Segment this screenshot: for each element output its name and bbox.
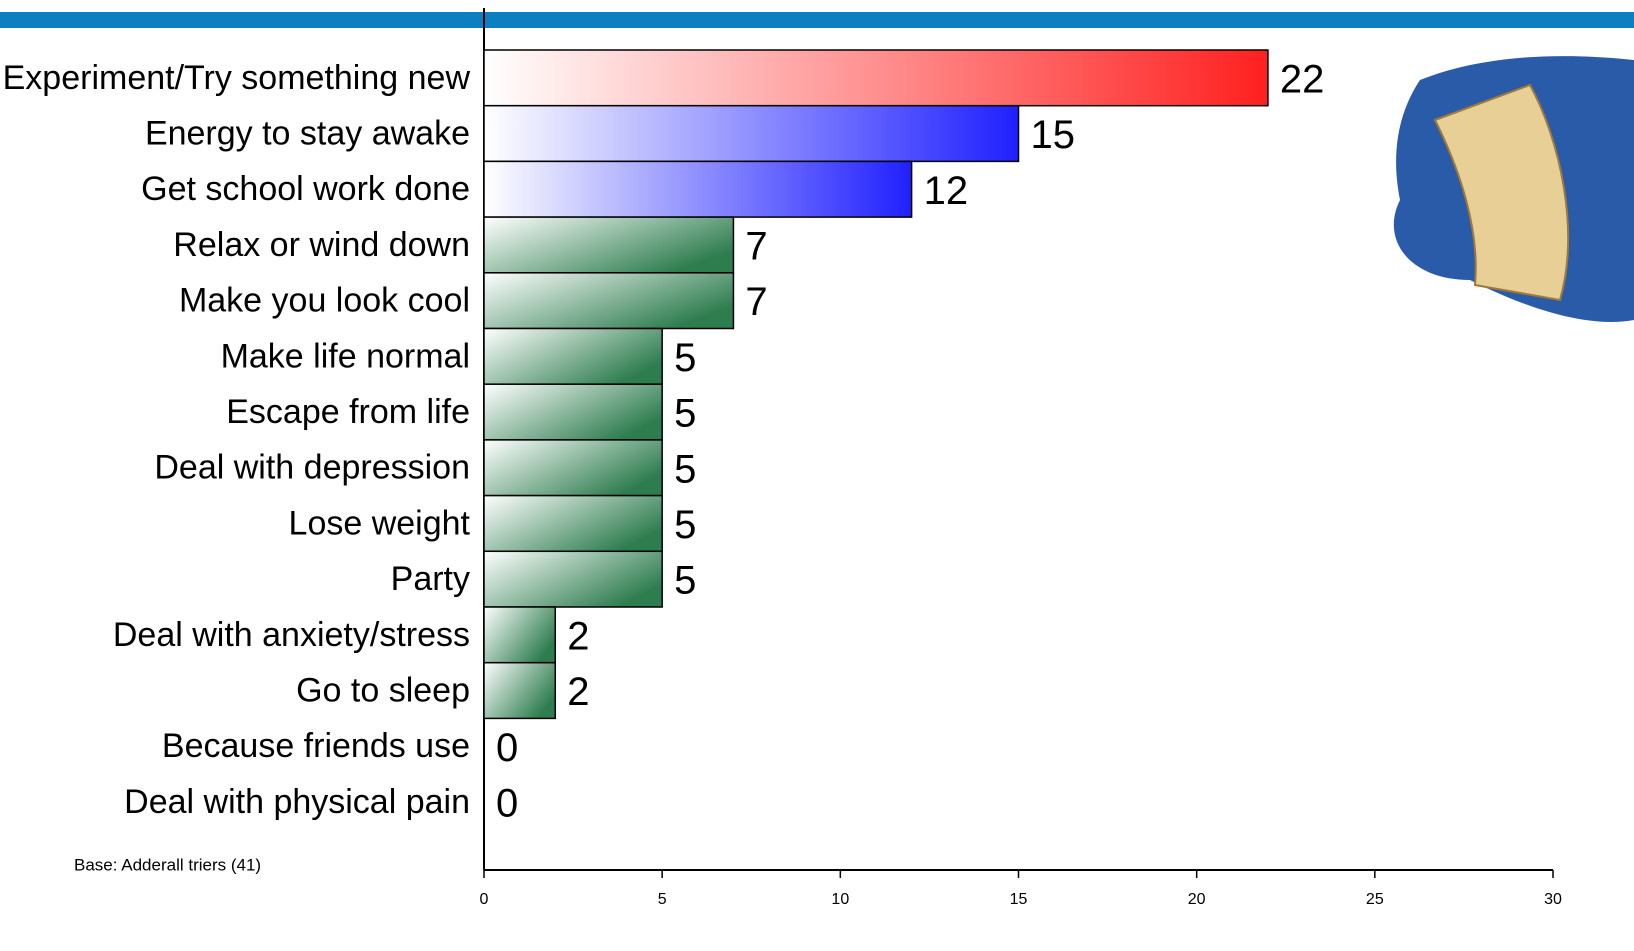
category-label: Escape from life xyxy=(226,393,470,431)
value-label: 12 xyxy=(924,169,969,213)
bar xyxy=(483,327,663,385)
value-label: 0 xyxy=(496,726,518,770)
bar xyxy=(483,661,557,720)
bar xyxy=(483,104,1020,163)
value-label: 22 xyxy=(1280,57,1325,101)
value-label: 2 xyxy=(567,670,589,714)
x-tick-label: 5 xyxy=(658,891,667,908)
category-label: Deal with depression xyxy=(154,449,470,487)
x-tick-label: 10 xyxy=(831,891,849,908)
category-label: Because friends use xyxy=(162,727,470,765)
x-tick-label: 30 xyxy=(1544,891,1562,908)
bar xyxy=(483,439,663,497)
bar xyxy=(483,216,735,274)
category-label: Deal with physical pain xyxy=(124,783,470,821)
value-label: 7 xyxy=(745,280,767,324)
value-label: 5 xyxy=(674,392,696,436)
x-tick-label: 15 xyxy=(1010,891,1028,908)
value-label: 5 xyxy=(674,559,696,603)
category-label: Make life normal xyxy=(221,337,470,375)
category-label: Get school work done xyxy=(141,170,470,208)
category-label: Experiment/Try something new xyxy=(3,59,471,97)
base-note: Base: Adderall triers (41) xyxy=(74,855,261,874)
category-label: Make you look cool xyxy=(179,282,470,320)
bar xyxy=(483,494,663,553)
report-card-image xyxy=(1393,56,1634,322)
bar xyxy=(483,160,913,218)
value-label: 5 xyxy=(674,336,696,380)
category-label: Party xyxy=(391,560,470,598)
header-band xyxy=(0,12,1634,28)
value-label: 15 xyxy=(1031,113,1076,157)
bar xyxy=(483,383,663,441)
bar xyxy=(483,550,663,608)
value-label: 5 xyxy=(674,503,696,547)
x-tick-label: 0 xyxy=(480,891,489,908)
category-label: Energy to stay awake xyxy=(145,115,470,153)
category-label: Relax or wind down xyxy=(173,226,470,264)
value-label: 2 xyxy=(567,614,589,658)
value-label: 7 xyxy=(745,225,767,269)
category-label: Lose weight xyxy=(289,504,471,542)
category-label: Deal with anxiety/stress xyxy=(113,616,470,654)
bar xyxy=(483,49,1269,107)
x-tick-label: 25 xyxy=(1366,891,1384,908)
bar xyxy=(483,606,557,664)
x-tick-label: 20 xyxy=(1188,891,1206,908)
bar xyxy=(483,272,735,330)
category-label: Go to sleep xyxy=(296,672,470,710)
value-label: 0 xyxy=(496,782,518,826)
value-label: 5 xyxy=(674,447,696,491)
